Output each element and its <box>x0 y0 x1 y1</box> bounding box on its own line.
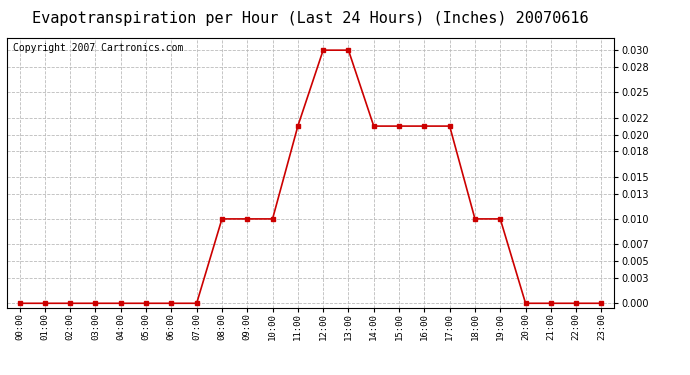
Text: Copyright 2007 Cartronics.com: Copyright 2007 Cartronics.com <box>13 43 184 53</box>
Text: Evapotranspiration per Hour (Last 24 Hours) (Inches) 20070616: Evapotranspiration per Hour (Last 24 Hou… <box>32 11 589 26</box>
